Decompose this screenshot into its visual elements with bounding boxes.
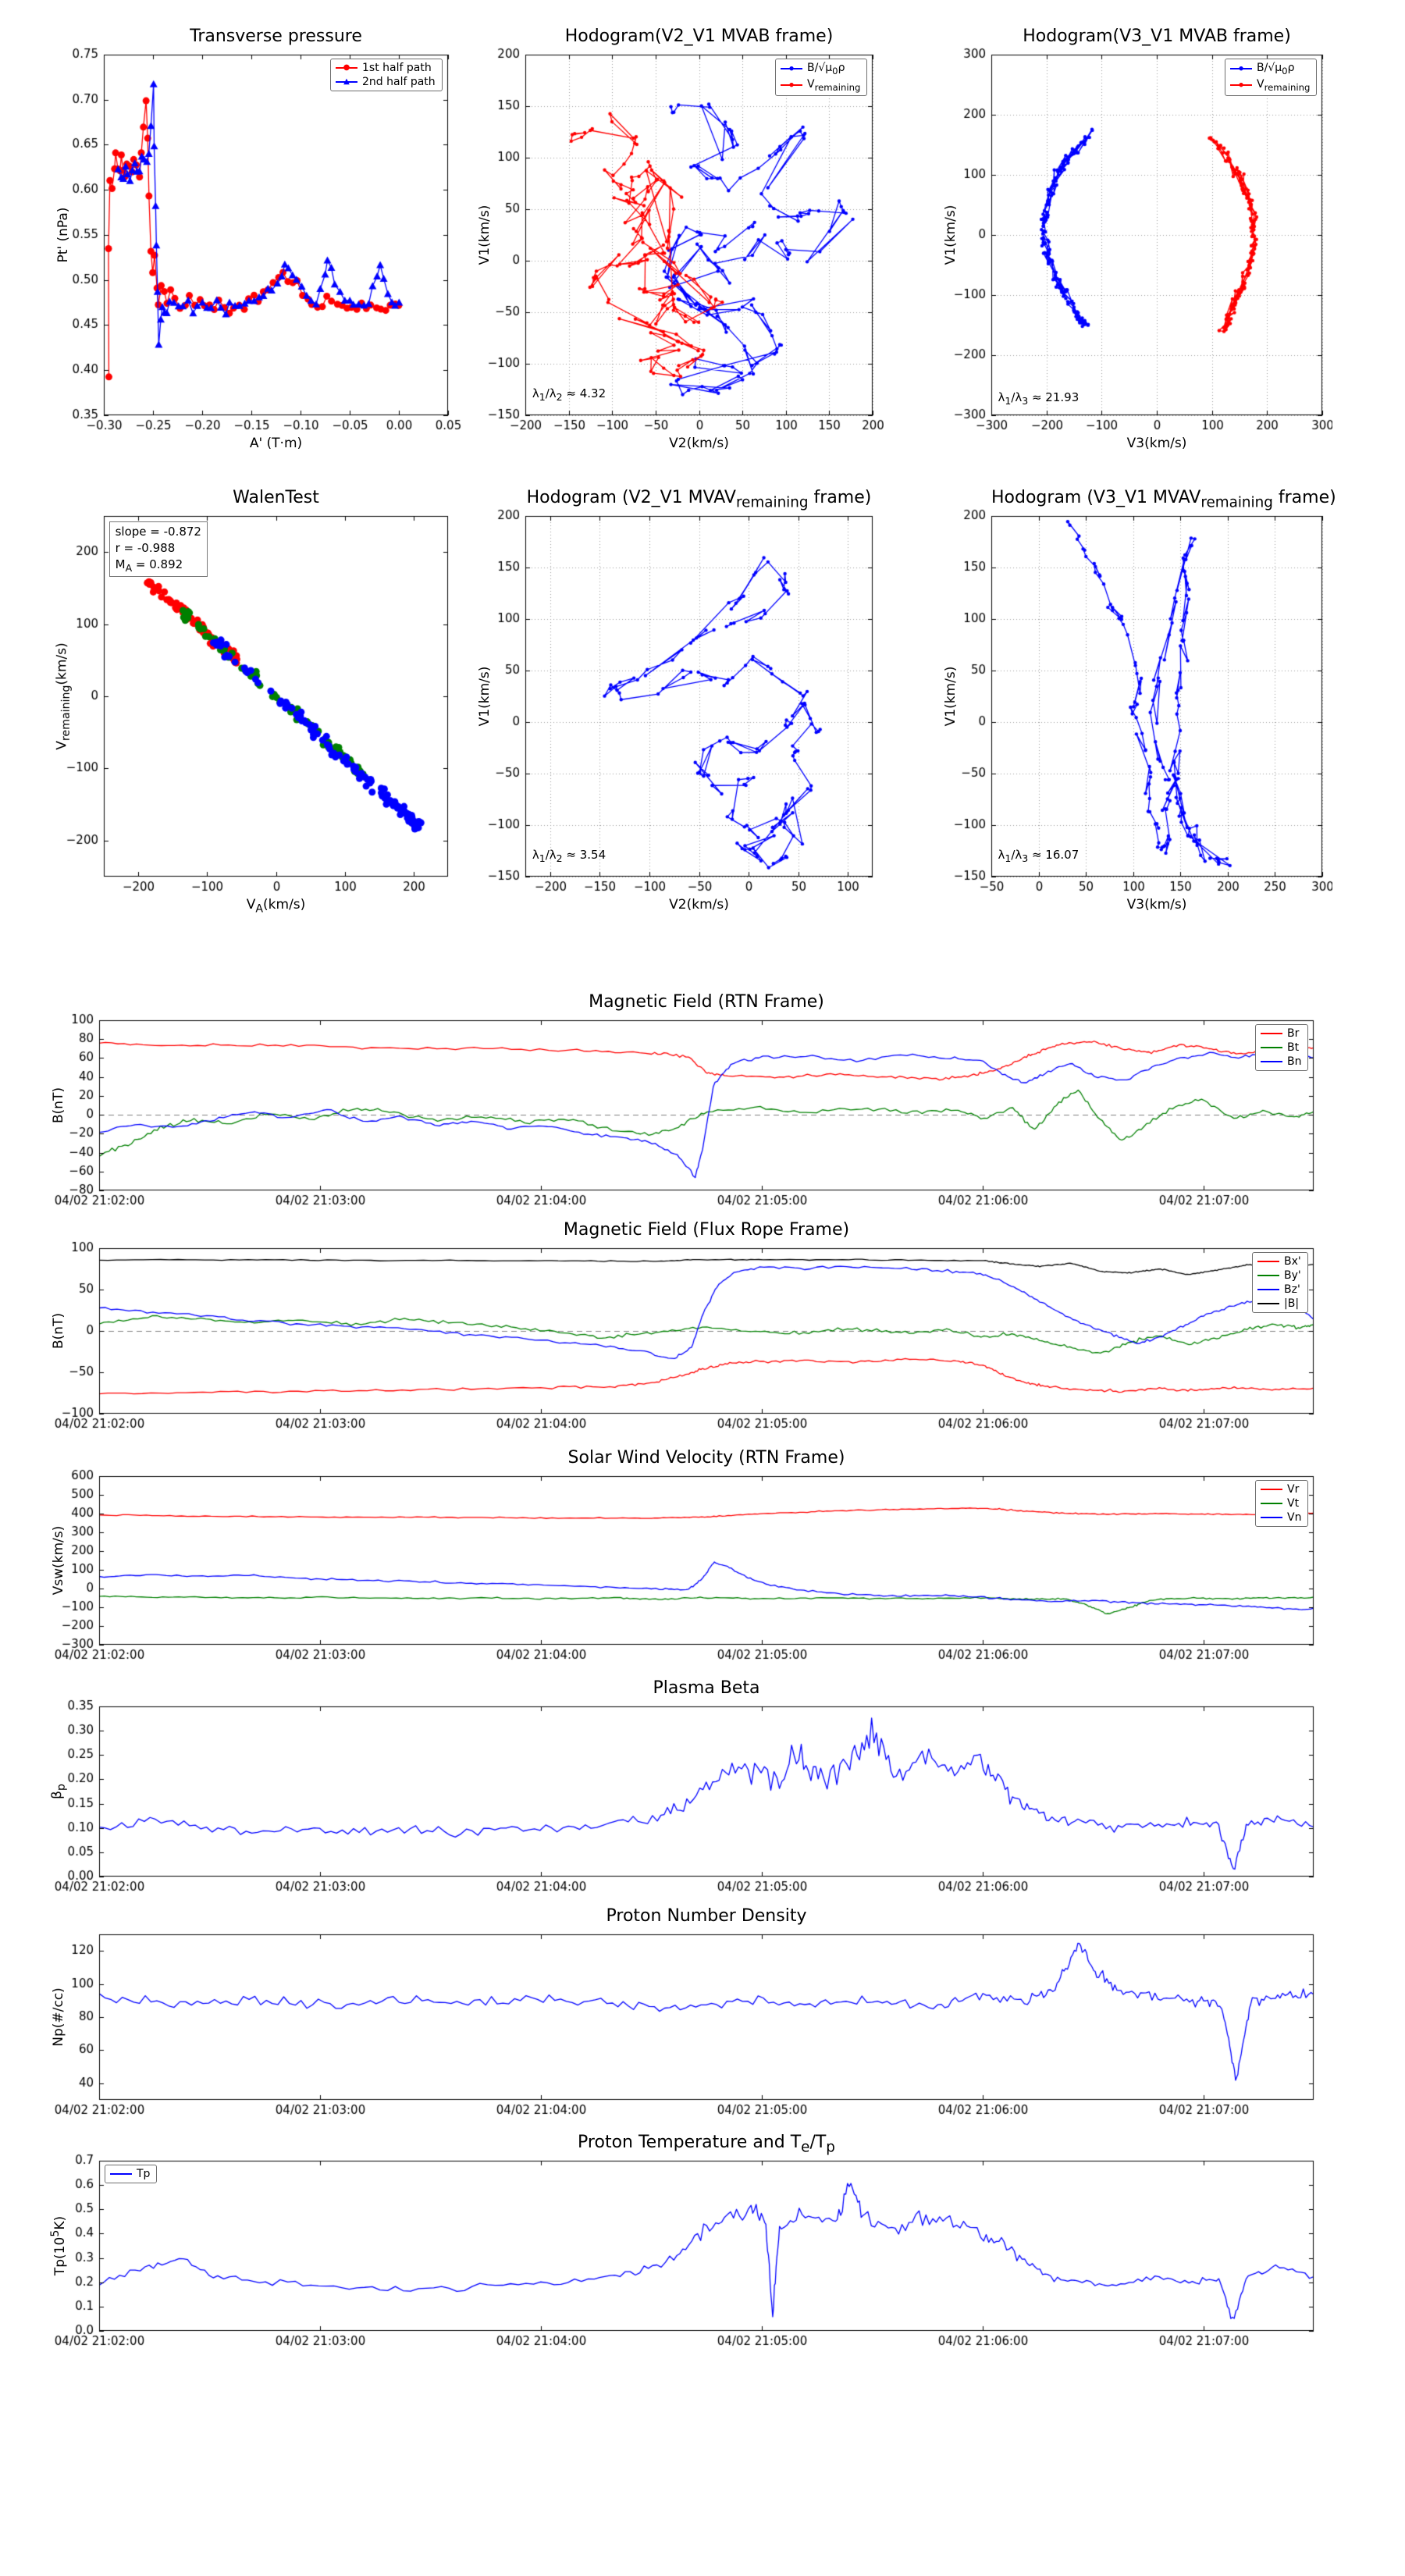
legend-entry: ● B/√μ0ρ	[1230, 62, 1310, 76]
chart-title: Solar Wind Velocity (RTN Frame)	[567, 1448, 845, 1468]
eigenvalue-ratio-annotation: λ1/λ2 ≈ 4.32	[532, 386, 606, 404]
eigenvalue-ratio-annotation: λ1/λ2 ≈ 3.54	[532, 848, 606, 865]
legend-entry: Bx'	[1257, 1255, 1301, 1268]
y-axis-label: V1(km/s)	[943, 666, 959, 727]
legend: Br Bt Bn	[1255, 1024, 1309, 1071]
y-axis-label: B(nT)	[51, 1087, 66, 1124]
chart-hodogram-v2v1-mvav: Hodogram (V2_V1 MVAVremaining frame) V2(…	[467, 474, 884, 923]
legend: ● 1st half path ▲ 2nd half path	[330, 59, 443, 91]
y-axis-label: V1(km/s)	[943, 205, 959, 265]
chart-title: Proton Temperature and Te/Tp	[578, 2133, 835, 2156]
y-axis-label: Pt' (nPa)	[55, 207, 71, 263]
y-axis-label: Vremaining(km/s)	[54, 642, 73, 750]
eigenvalue-ratio-annotation: λ1/λ3 ≈ 21.93	[998, 390, 1080, 407]
chart-title: Hodogram(V2_V1 MVAB frame)	[564, 27, 834, 46]
legend-entry: Bn	[1261, 1055, 1301, 1068]
y-axis-label: Vsw(km/s)	[51, 1525, 66, 1596]
chart-magnetic-field-flux-rope: Magnetic Field (Flux Rope Frame) B(nT) B…	[43, 1210, 1354, 1442]
walen-stats-box: slope = -0.872 r = -0.988 MA = 0.892	[108, 521, 208, 578]
magnetic-field-rtn-canvas	[43, 982, 1354, 1218]
legend-entry: ▲ 2nd half path	[336, 76, 436, 88]
y-axis-label: Tp(105K)	[49, 2215, 68, 2276]
chart-walen-test: WalenTest VA(km/s) Vremaining(km/s) slop…	[43, 474, 468, 923]
walen-test-canvas	[43, 474, 468, 923]
eigenvalue-ratio-annotation: λ1/λ3 ≈ 16.07	[998, 848, 1080, 865]
legend-entry: By'	[1257, 1269, 1301, 1282]
legend: Bx' By' Bz' |B|	[1252, 1252, 1308, 1313]
hodogram-v3v1-mvav-canvas	[933, 474, 1332, 923]
x-axis-label: VA(km/s)	[246, 897, 306, 916]
legend: Vr Vt Vn	[1255, 1480, 1309, 1527]
chart-title: Magnetic Field (Flux Rope Frame)	[563, 1220, 850, 1240]
y-axis-label: Np(#/cc)	[51, 1987, 66, 2047]
chart-title: Hodogram(V3_V1 MVAB frame)	[1023, 27, 1291, 46]
chart-transverse-pressure: Transverse pressure A' (T·m) Pt' (nPa) ●…	[43, 12, 468, 462]
legend-entry: Br	[1261, 1027, 1301, 1040]
x-axis-label: V3(km/s)	[1126, 897, 1187, 913]
chart-title: Hodogram (V3_V1 MVAVremaining frame)	[991, 488, 1336, 511]
chart-proton-density: Proton Number Density Np(#/cc)	[43, 1896, 1354, 2127]
legend-entry: ● Vremaining	[781, 78, 860, 93]
legend-entry: Bz'	[1257, 1283, 1301, 1296]
x-axis-label: V3(km/s)	[1126, 436, 1187, 451]
legend-entry: Bt	[1261, 1041, 1301, 1054]
chart-title: Magnetic Field (RTN Frame)	[589, 992, 824, 1012]
legend-entry: Vr	[1261, 1483, 1301, 1496]
solar-wind-velocity-canvas	[43, 1438, 1354, 1672]
x-axis-label: V2(km/s)	[669, 897, 729, 913]
y-axis-label: B(nT)	[51, 1312, 66, 1350]
chart-plasma-beta: Plasma Beta βp	[43, 1668, 1354, 1904]
y-axis-label: V1(km/s)	[477, 666, 493, 727]
legend: Tp	[105, 2165, 158, 2183]
y-axis-label: V1(km/s)	[477, 205, 493, 265]
plasma-beta-canvas	[43, 1668, 1354, 1904]
x-axis-label: A' (T·m)	[249, 436, 303, 451]
legend-entry: ● 1st half path	[336, 62, 436, 74]
magnetic-field-flux-rope-canvas	[43, 1210, 1354, 1442]
chart-title: Proton Number Density	[606, 1906, 807, 1926]
chart-hodogram-v3v1-mvab: Hodogram(V3_V1 MVAB frame) V3(km/s) V1(k…	[933, 12, 1332, 462]
chart-title: Hodogram (V2_V1 MVAVremaining frame)	[526, 488, 872, 511]
legend-entry: |B|	[1257, 1297, 1301, 1310]
x-axis-label: V2(km/s)	[669, 436, 729, 451]
hodogram-v2v1-mvav-canvas	[467, 474, 884, 923]
legend-entry: Tp	[110, 2168, 150, 2180]
legend-entry: Vt	[1261, 1497, 1301, 1510]
proton-density-canvas	[43, 1896, 1354, 2127]
chart-title: Transverse pressure	[190, 27, 362, 46]
chart-hodogram-v2v1-mvab: Hodogram(V2_V1 MVAB frame) V2(km/s) V1(k…	[467, 12, 884, 462]
chart-title: WalenTest	[233, 488, 319, 507]
legend: ● B/√μ0ρ ● Vremaining	[1225, 59, 1318, 96]
chart-magnetic-field-rtn: Magnetic Field (RTN Frame) B(nT) Br Bt Bn	[43, 982, 1354, 1218]
proton-temperature-canvas	[43, 2122, 1354, 2358]
legend-entry: Vn	[1261, 1511, 1301, 1524]
chart-hodogram-v3v1-mvav: Hodogram (V3_V1 MVAVremaining frame) V3(…	[933, 474, 1336, 923]
chart-title: Plasma Beta	[653, 1678, 760, 1698]
chart-proton-temperature: Proton Temperature and Te/Tp Tp(105K) Tp	[43, 2122, 1354, 2358]
y-axis-label: βp	[49, 1784, 68, 1799]
legend: ● B/√μ0ρ ● Vremaining	[775, 59, 868, 96]
chart-solar-wind-velocity: Solar Wind Velocity (RTN Frame) Vsw(km/s…	[43, 1438, 1354, 1672]
legend-entry: ● Vremaining	[1230, 78, 1310, 93]
legend-entry: ● B/√μ0ρ	[781, 62, 860, 76]
